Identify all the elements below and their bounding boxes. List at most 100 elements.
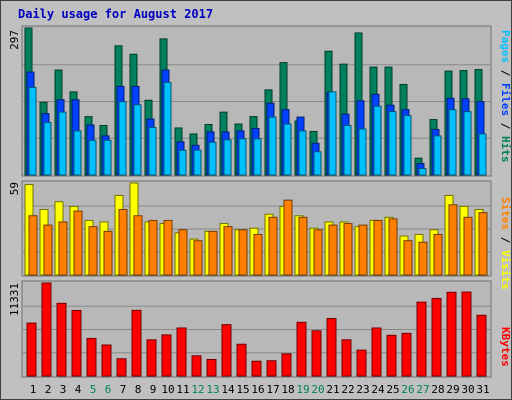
bar-kbytes-day-13 <box>206 359 217 377</box>
bar-sites-day-21 <box>328 224 338 276</box>
legend-entry: Visits <box>499 250 512 290</box>
bar-pages-day-15 <box>238 138 247 176</box>
bar-pages-day-24 <box>373 105 382 176</box>
legend-entry: / <box>499 230 512 250</box>
day-label-10: 10 <box>161 383 174 396</box>
bar-kbytes-day-4 <box>71 310 82 377</box>
bar-sites-day-10 <box>163 219 173 276</box>
bottom-legend: KBytes <box>499 327 512 367</box>
bar-pages-day-25 <box>388 111 397 176</box>
bar-pages-day-9 <box>148 126 157 176</box>
bar-sites-day-13 <box>208 230 218 276</box>
bar-pages-day-5 <box>88 139 97 176</box>
bar-pages-day-17 <box>268 116 277 176</box>
bar-pages-day-19 <box>298 130 307 176</box>
day-label-12: 12 <box>191 383 204 396</box>
bar-sites-day-30 <box>463 216 473 276</box>
bar-kbytes-day-17 <box>266 360 277 377</box>
day-label-18: 18 <box>281 383 294 396</box>
bar-kbytes-day-30 <box>461 291 472 377</box>
bar-kbytes-day-2 <box>41 282 52 377</box>
bar-sites-day-23 <box>358 224 368 276</box>
bar-sites-day-7 <box>118 209 128 276</box>
bar-sites-day-26 <box>403 240 413 276</box>
legend-entry: Sites <box>499 197 512 230</box>
bar-kbytes-day-24 <box>371 327 382 377</box>
bar-pages-day-6 <box>103 139 112 176</box>
bar-pages-day-31 <box>478 133 487 176</box>
bar-sites-day-2 <box>43 224 53 276</box>
bar-kbytes-day-29 <box>446 291 457 377</box>
top-panel: 297 Pages / Files / Hits <box>8 25 512 177</box>
day-label-11: 11 <box>176 383 189 396</box>
bar-pages-day-3 <box>58 111 67 176</box>
day-label-22: 22 <box>341 383 354 396</box>
bar-kbytes-day-1 <box>26 322 37 377</box>
middle-panel: 59 Sites / Visits <box>8 180 512 290</box>
bar-kbytes-day-27 <box>416 301 427 377</box>
bottom-scale-max: 11331 <box>8 283 21 316</box>
legend-entry: Hits <box>499 136 512 163</box>
bar-kbytes-day-6 <box>101 344 112 377</box>
top-legend: Pages / Files / Hits <box>499 30 512 163</box>
day-label-1: 1 <box>30 383 37 396</box>
bar-pages-day-1 <box>28 86 37 176</box>
legend-entry: Files <box>499 83 512 116</box>
bar-kbytes-day-5 <box>86 337 97 377</box>
bar-pages-day-30 <box>463 111 472 176</box>
day-label-30: 30 <box>461 383 474 396</box>
bar-kbytes-day-7 <box>116 358 127 377</box>
bar-pages-day-22 <box>343 125 352 176</box>
bar-pages-day-7 <box>118 101 127 176</box>
day-label-14: 14 <box>221 383 235 396</box>
day-label-8: 8 <box>135 383 142 396</box>
bar-sites-day-3 <box>58 221 68 276</box>
middle-legend: Sites / Visits <box>499 197 512 290</box>
day-label-15: 15 <box>236 383 249 396</box>
day-label-26: 26 <box>401 383 414 396</box>
bar-pages-day-13 <box>208 141 217 176</box>
bar-sites-day-25 <box>388 218 398 276</box>
bar-kbytes-day-22 <box>341 339 352 377</box>
bar-pages-day-18 <box>283 123 292 176</box>
bar-sites-day-31 <box>478 212 488 276</box>
legend-entry: / <box>499 63 512 83</box>
day-axis: 1 2 3 4 5 6 7 8 9 10 11 12 13 14 15 16 17 18 19 20 21 22 23 24 2… <box>30 383 490 396</box>
bar-pages-day-29 <box>448 109 457 176</box>
bar-kbytes-day-23 <box>356 349 367 377</box>
day-label-19: 19 <box>296 383 309 396</box>
bar-pages-day-27 <box>418 168 427 176</box>
legend-entry: KBytes <box>499 327 512 367</box>
bar-kbytes-day-26 <box>401 332 412 377</box>
day-label-28: 28 <box>431 383 444 396</box>
bar-kbytes-day-3 <box>56 302 67 377</box>
bar-kbytes-day-16 <box>251 360 262 377</box>
bar-pages-day-16 <box>253 138 262 176</box>
day-label-20: 20 <box>311 383 324 396</box>
bar-kbytes-day-20 <box>311 330 322 377</box>
day-label-2: 2 <box>45 383 52 396</box>
day-label-17: 17 <box>266 383 279 396</box>
bar-kbytes-day-12 <box>191 355 202 377</box>
bar-sites-day-29 <box>448 204 458 276</box>
middle-scale-max: 59 <box>8 182 21 195</box>
bar-sites-day-15 <box>238 229 248 276</box>
bar-kbytes-day-25 <box>386 334 397 377</box>
bar-sites-day-6 <box>103 230 113 276</box>
bar-pages-day-12 <box>193 149 202 176</box>
bar-kbytes-day-11 <box>176 327 187 377</box>
bar-pages-day-21 <box>328 91 337 176</box>
bar-sites-day-1 <box>28 215 38 276</box>
day-label-9: 9 <box>150 383 157 396</box>
bar-sites-day-19 <box>298 216 308 276</box>
bar-sites-day-11 <box>178 229 188 276</box>
day-label-27: 27 <box>416 383 429 396</box>
day-label-5: 5 <box>90 383 97 396</box>
legend-entry: / <box>499 116 512 136</box>
bar-sites-day-24 <box>373 219 383 276</box>
bar-sites-day-12 <box>193 240 203 276</box>
bar-pages-day-8 <box>133 104 142 176</box>
bar-pages-day-28 <box>433 135 442 176</box>
day-label-7: 7 <box>120 383 127 396</box>
bar-sites-day-20 <box>313 229 323 276</box>
